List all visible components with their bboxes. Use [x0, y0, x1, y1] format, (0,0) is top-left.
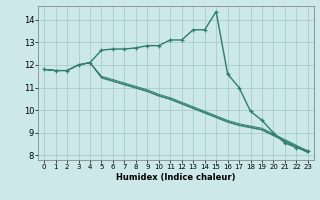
X-axis label: Humidex (Indice chaleur): Humidex (Indice chaleur)	[116, 173, 236, 182]
